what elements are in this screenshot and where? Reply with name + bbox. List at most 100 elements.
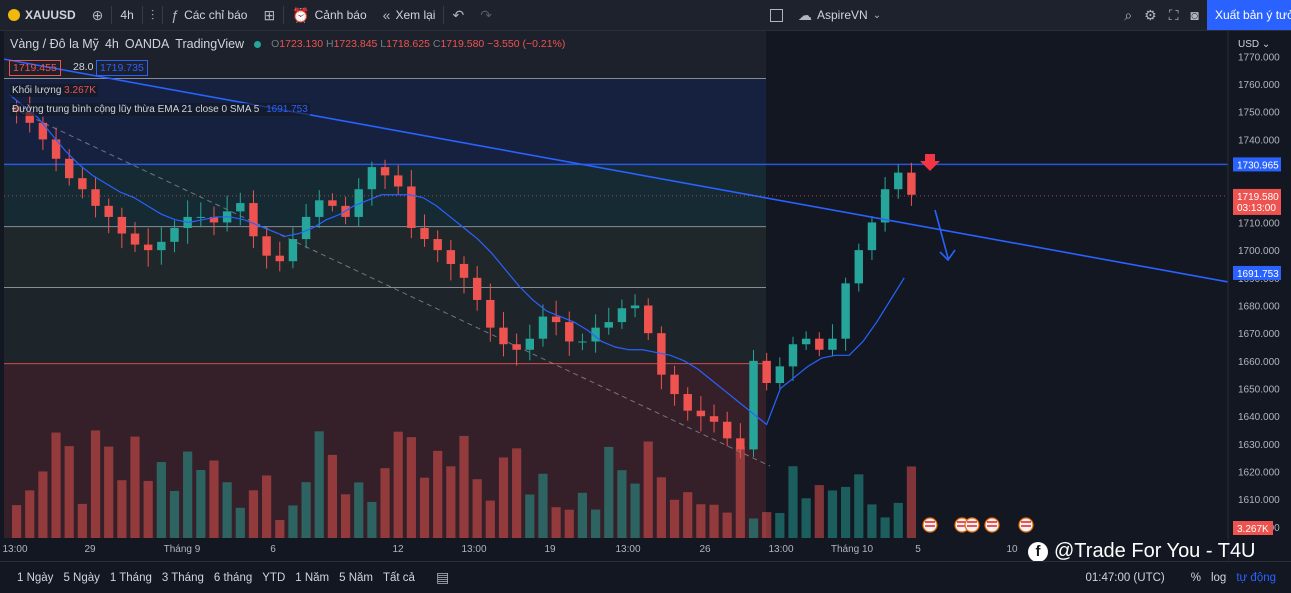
calendar-range-icon[interactable]: ▤ <box>435 569 450 585</box>
candle[interactable] <box>301 216 311 240</box>
bid-price[interactable]: 1719.455 <box>9 60 61 76</box>
candle[interactable] <box>78 178 87 190</box>
candle[interactable] <box>354 189 363 217</box>
candle[interactable] <box>775 366 785 383</box>
candle[interactable] <box>841 283 850 339</box>
candle[interactable] <box>801 338 811 345</box>
candle[interactable] <box>91 189 100 206</box>
candle[interactable] <box>788 344 798 367</box>
price-marker-last[interactable]: 1719.580 <box>1237 192 1279 203</box>
ema-line[interactable] <box>9 94 905 426</box>
candle[interactable] <box>525 338 535 350</box>
replay-button[interactable]: « Xem lại <box>375 0 444 30</box>
ask-price[interactable]: 1719.735 <box>96 60 148 76</box>
account-button[interactable]: ☁ AspireVN ⌄ <box>790 0 889 30</box>
gear-icon[interactable]: ⚙ <box>1144 6 1157 23</box>
candle[interactable] <box>762 360 771 383</box>
candle[interactable] <box>894 172 903 190</box>
candle[interactable] <box>630 305 640 309</box>
candle[interactable] <box>262 236 271 256</box>
range-button[interactable]: YTD <box>262 571 286 584</box>
red-down-arrow[interactable] <box>920 154 940 171</box>
range-button[interactable]: 5 Năm <box>339 571 373 584</box>
candle[interactable] <box>459 263 469 278</box>
camera-icon[interactable]: ◙ <box>1190 7 1199 23</box>
candle[interactable] <box>722 421 732 439</box>
clock-time[interactable]: 01:47:00 (UTC) <box>1085 571 1165 584</box>
alerts-button[interactable]: ⏰ Cảnh báo <box>284 0 374 30</box>
range-button[interactable]: 5 Ngày <box>63 571 100 584</box>
candle[interactable] <box>367 167 377 190</box>
interval-button[interactable]: 4h <box>112 0 141 30</box>
candle[interactable] <box>749 360 758 450</box>
candle[interactable] <box>512 344 521 350</box>
compare-button[interactable]: ⊕ <box>84 0 112 30</box>
candle[interactable] <box>236 203 245 212</box>
candle[interactable] <box>249 203 258 237</box>
symbol-search[interactable]: XAUUSD <box>0 0 84 30</box>
candle[interactable] <box>604 322 613 328</box>
publish-button[interactable]: Xuất bản ý tưởng <box>1207 0 1291 30</box>
candle[interactable] <box>196 216 206 218</box>
candle[interactable] <box>538 316 548 339</box>
dashed-trendline[interactable] <box>19 111 771 467</box>
undo-button[interactable]: ↶ <box>444 0 472 30</box>
percent-toggle[interactable]: % <box>1190 571 1201 584</box>
candle[interactable] <box>670 374 679 395</box>
candle[interactable] <box>38 122 48 140</box>
candle[interactable] <box>51 139 61 159</box>
candle[interactable] <box>683 394 692 411</box>
candle[interactable] <box>104 205 113 217</box>
candle[interactable] <box>551 316 561 323</box>
log-toggle[interactable]: log <box>1210 571 1227 584</box>
candle[interactable] <box>867 222 877 251</box>
currency-label[interactable]: USD ⌄ <box>1238 39 1270 50</box>
templates-button[interactable]: ⊞ <box>255 0 283 30</box>
candle[interactable] <box>143 244 153 251</box>
candle[interactable] <box>696 410 706 417</box>
candle[interactable] <box>288 239 298 262</box>
candle[interactable] <box>880 189 890 223</box>
projection-arrow[interactable] <box>934 209 956 262</box>
candle[interactable] <box>170 227 179 242</box>
candle[interactable] <box>854 250 863 284</box>
layout-button[interactable] <box>762 0 791 30</box>
search-icon[interactable]: ⌕ <box>1124 6 1133 23</box>
indicators-button[interactable]: ƒ Các chỉ báo <box>163 0 255 30</box>
candle[interactable] <box>433 239 442 251</box>
candle[interactable] <box>907 172 916 195</box>
candle[interactable] <box>709 416 719 422</box>
candle[interactable] <box>486 299 495 328</box>
candle[interactable] <box>565 322 574 342</box>
candle[interactable] <box>393 175 403 187</box>
candle[interactable] <box>472 277 482 300</box>
fullscreen-icon[interactable]: ⛶ <box>1168 6 1179 23</box>
candle[interactable] <box>499 327 508 345</box>
range-button[interactable]: 6 tháng <box>213 571 253 584</box>
range-button[interactable]: 1 Năm <box>295 571 330 584</box>
candle[interactable] <box>815 338 824 350</box>
price-marker-high[interactable]: 1730.965 <box>1237 160 1279 171</box>
candle[interactable] <box>828 338 837 350</box>
candle[interactable] <box>328 200 337 206</box>
candle[interactable] <box>380 167 390 176</box>
candle[interactable] <box>446 250 456 264</box>
candle[interactable] <box>407 186 416 228</box>
candle[interactable] <box>315 200 324 217</box>
candle[interactable] <box>578 341 587 343</box>
range-button[interactable]: 1 Ngày <box>17 571 54 584</box>
range-button[interactable]: Tất cả <box>383 571 415 584</box>
candle[interactable] <box>420 227 429 240</box>
candle[interactable] <box>157 241 166 251</box>
candle[interactable] <box>275 255 284 262</box>
candle[interactable] <box>209 216 219 223</box>
descending-trendline[interactable] <box>3 58 1229 283</box>
auto-toggle[interactable]: tự động <box>1236 571 1276 584</box>
range-button[interactable]: 3 Tháng <box>161 571 204 584</box>
price-chart[interactable]: USD ⌄ 1770.000 1760.000 1750.000 1740.000 173… <box>0 31 1291 561</box>
candle[interactable] <box>736 438 745 450</box>
candle[interactable] <box>130 233 140 245</box>
candle[interactable] <box>117 216 127 234</box>
redo-button[interactable]: ↷ <box>472 0 500 30</box>
candle[interactable] <box>25 111 34 123</box>
